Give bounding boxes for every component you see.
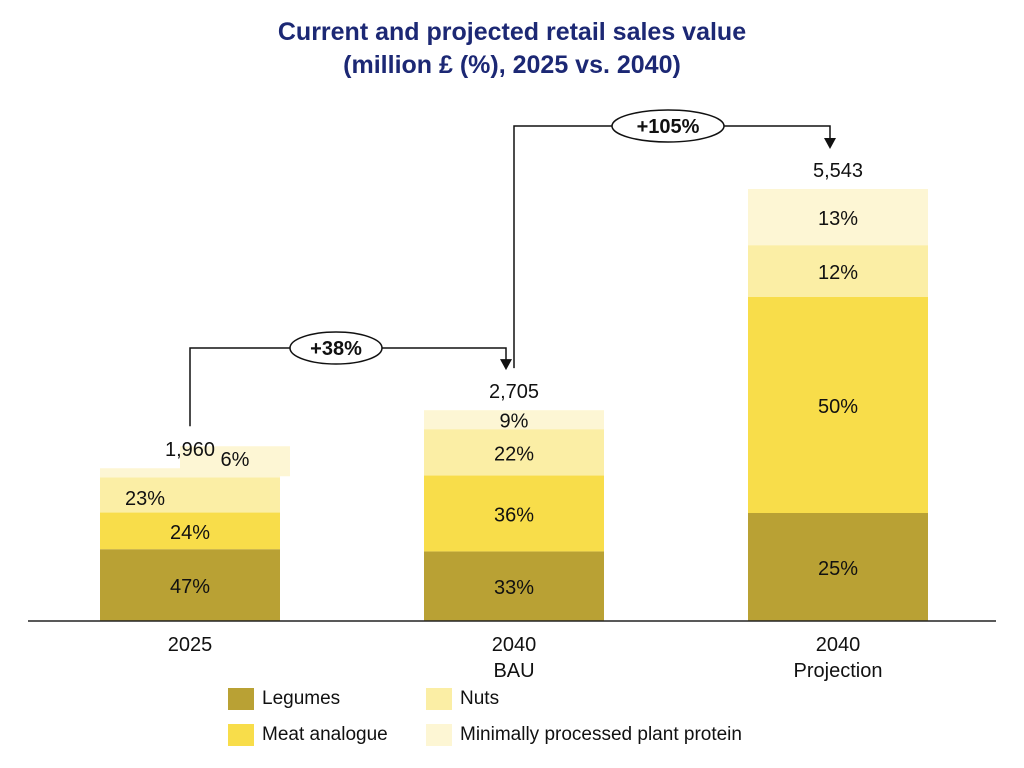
growth-label-1: +105% — [637, 116, 700, 138]
bar-segment-legumes-0 — [100, 549, 280, 621]
legend-item-minimally-processed: Minimally processed plant protein — [426, 724, 742, 746]
legend-swatch-legumes — [228, 688, 254, 710]
legend-swatch-nuts — [426, 688, 452, 710]
data-label-bg-0 — [180, 446, 290, 477]
bar-segment-meat_analogue-0 — [100, 512, 280, 550]
bar-segment-legumes-1 — [424, 551, 604, 621]
data-label-legumes-2: 25% — [818, 558, 858, 580]
legend-item-nuts: Nuts — [426, 688, 499, 710]
data-label-minimally_processed-1: 9% — [500, 411, 529, 433]
bar-segment-legumes-2 — [748, 513, 928, 621]
data-label-nuts-0: 23% — [125, 488, 165, 510]
x-tick-sublabel-1: BAU — [493, 660, 534, 682]
growth-arrowhead-1 — [824, 138, 836, 149]
x-tick-label-0: 2025 — [168, 634, 213, 656]
legend-label-minimally-processed: Minimally processed plant protein — [460, 724, 742, 745]
bar-segment-nuts-0 — [100, 477, 280, 513]
data-label-legumes-1: 33% — [494, 577, 534, 599]
bar-segment-meat_analogue-1 — [424, 475, 604, 552]
legend-item-legumes: Legumes — [228, 688, 340, 710]
legend-label-nuts: Nuts — [460, 688, 500, 709]
legend-label-meat-analogue: Meat analogue — [262, 724, 388, 745]
data-label-meat_analogue-1: 36% — [494, 504, 534, 526]
data-label-nuts-1: 22% — [494, 443, 534, 465]
data-label-legumes-0: 47% — [170, 576, 210, 598]
data-label-meat_analogue-0: 24% — [170, 522, 210, 544]
legend-swatch-meat-analogue — [228, 724, 254, 746]
growth-label-0: +38% — [310, 338, 362, 360]
total-label-1: 2,705 — [489, 381, 539, 403]
x-tick-label-2: 2040 — [816, 634, 861, 656]
data-label-minimally_processed-2: 13% — [818, 208, 858, 230]
chart-title-line2: (million £ (%), 2025 vs. 2040) — [343, 51, 681, 79]
chart-title-line1: Current and projected retail sales value — [277, 18, 747, 46]
data-label-nuts-2: 12% — [818, 262, 858, 284]
bar-segment-minimally_processed-1 — [424, 410, 604, 430]
legend-item-meat-analogue: Meat analogue — [228, 724, 388, 746]
x-tick-sublabel-2: Projection — [794, 660, 883, 682]
growth-arrowhead-0 — [500, 359, 512, 371]
bar-segment-nuts-1 — [424, 429, 604, 476]
chart-title: Current and projected retail sales value… — [0, 16, 1024, 82]
bar-segment-minimally_processed-2 — [748, 189, 928, 246]
data-label-meat_analogue-2: 50% — [818, 396, 858, 418]
bar-segment-nuts-2 — [748, 245, 928, 297]
growth-badge-0 — [289, 331, 383, 365]
x-tick-label-1: 2040 — [492, 634, 537, 656]
data-label-minimally_processed-0: 6% — [221, 449, 250, 471]
legend-swatch-minimally-processed — [426, 724, 452, 746]
growth-badge-1 — [611, 109, 725, 143]
legend-label-legumes: Legumes — [262, 688, 341, 709]
legend: Legumes Nuts Meat analogue Minimally pro… — [228, 688, 848, 758]
total-label-0: 1,960 — [165, 439, 215, 461]
bar-segment-meat_analogue-2 — [748, 297, 928, 513]
total-label-2: 5,543 — [813, 160, 863, 182]
